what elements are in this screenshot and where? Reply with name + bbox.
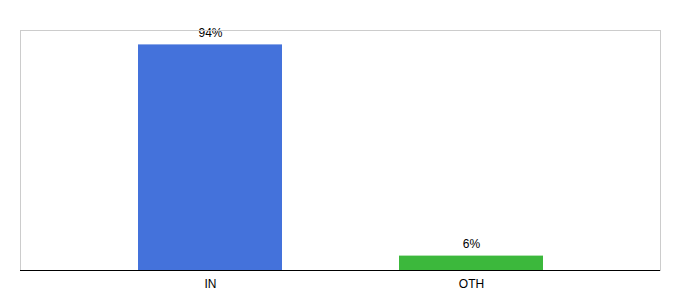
svg-text:OTH: OTH (459, 277, 484, 291)
svg-text:IN: IN (205, 277, 217, 291)
svg-text:94%: 94% (198, 26, 222, 40)
svg-text:6%: 6% (463, 237, 481, 251)
